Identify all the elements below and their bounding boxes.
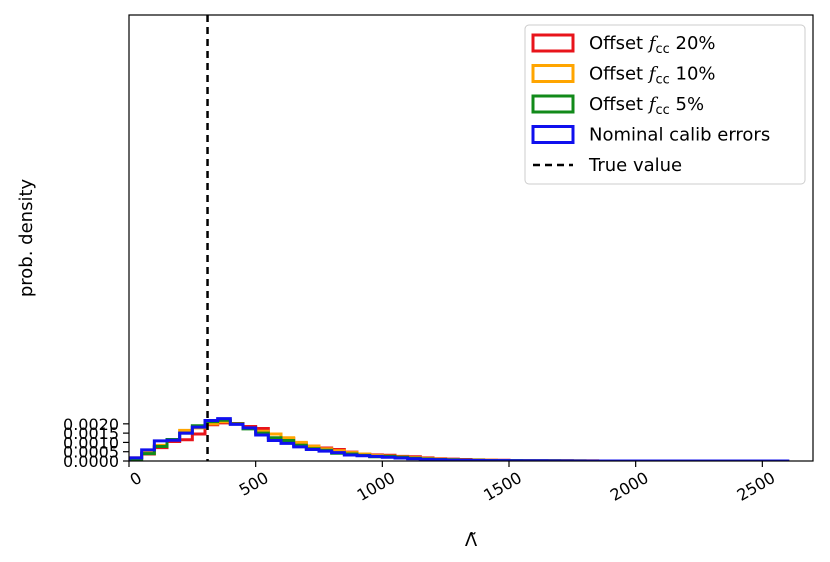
axes-frame bbox=[128, 14, 814, 462]
y-tick-label: 0.0020 bbox=[63, 415, 119, 434]
legend-box bbox=[524, 24, 806, 185]
legend-swatch bbox=[531, 125, 575, 144]
x-tick-label: 0 bbox=[127, 468, 145, 490]
y-tick-label: 0.0005 bbox=[63, 443, 119, 462]
y-tick-label: 0.0000 bbox=[63, 452, 119, 471]
legend-label: Offset fcc 20% bbox=[589, 33, 716, 57]
legend-label: Offset fcc 10% bbox=[589, 64, 716, 88]
legend-label: Nominal calib errors bbox=[589, 125, 770, 146]
legend-label: Offset fcc 5% bbox=[589, 94, 704, 118]
series-step-2 bbox=[129, 418, 790, 461]
y-axis-label: prob. density bbox=[16, 178, 37, 297]
x-axis: 0 500 1000 1500 2000 2500 bbox=[127, 461, 779, 505]
x-tick-label: 2500 bbox=[734, 468, 779, 505]
legend-swatch bbox=[531, 33, 575, 53]
series-layer bbox=[129, 417, 790, 461]
x-tick-label: 1000 bbox=[354, 468, 399, 505]
y-tick-label: 0.0015 bbox=[63, 424, 119, 443]
legend-swatch bbox=[531, 64, 575, 83]
x-tick-label: 1500 bbox=[480, 468, 525, 505]
legend-label-true: True value bbox=[588, 155, 682, 176]
x-tick-label: 500 bbox=[236, 468, 272, 500]
legend-swatch bbox=[531, 94, 575, 114]
x-tick-label: 2000 bbox=[607, 468, 652, 505]
legend: Offset fcc 20% Offset fcc 10% Offset fcc 5… bbox=[524, 24, 806, 185]
series-step-1 bbox=[129, 420, 790, 461]
series-step-0 bbox=[129, 421, 790, 461]
x-axis-label: Λ̃ bbox=[465, 530, 478, 551]
y-tick-label: 0.0010 bbox=[63, 433, 119, 452]
series-step-3 bbox=[129, 417, 790, 461]
